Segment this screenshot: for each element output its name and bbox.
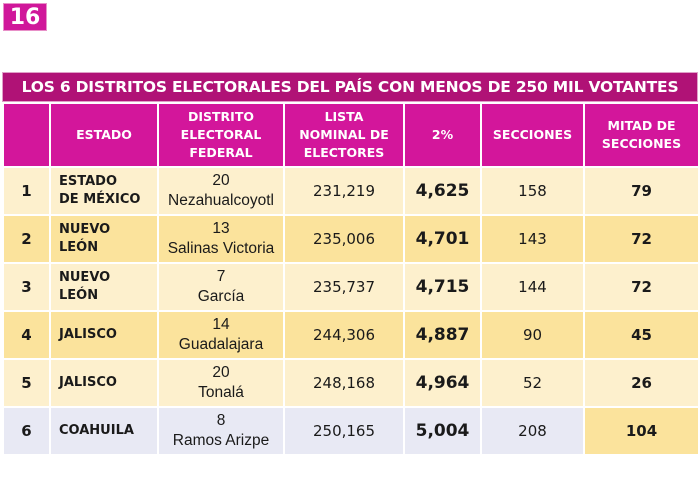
row-number: 4 xyxy=(2,310,51,360)
dos-porciento-cell: 4,625 xyxy=(403,166,482,216)
table-row: 5 JALISCO 20 Tonalá 248,168 4,964 52 26 xyxy=(2,358,700,408)
lista-nominal-cell: 244,306 xyxy=(283,310,405,360)
table-row: 4 JALISCO 14 Guadalajara 244,306 4,887 9… xyxy=(2,310,700,360)
table-title: LOS 6 DISTRITOS ELECTORALES DEL PAÍS CON… xyxy=(2,72,698,102)
distrito-cell: 7 García xyxy=(157,262,285,312)
distrito-number: 8 xyxy=(216,412,226,429)
lista-nominal-cell: 250,165 xyxy=(283,406,405,456)
distrito-name: Tonalá xyxy=(198,384,244,401)
distrito-name: Salinas Victoria xyxy=(167,240,275,257)
distrito-cell: 8 Ramos Arizpe xyxy=(157,406,285,456)
header-secciones: SECCIONES xyxy=(480,102,585,168)
secciones-cell: 143 xyxy=(480,214,585,264)
estado-line: LEÓN xyxy=(59,240,99,255)
estado-cell: NUEVO LEÓN xyxy=(49,214,159,264)
header-num xyxy=(2,102,51,168)
mitad-secciones-cell: 45 xyxy=(583,310,700,360)
secciones-cell: 158 xyxy=(480,166,585,216)
distrito-number: 20 xyxy=(212,364,230,381)
estado-line: JALISCO xyxy=(59,375,117,390)
secciones-cell: 52 xyxy=(480,358,585,408)
estado-line: NUEVO xyxy=(59,222,111,237)
estado-line: NUEVO xyxy=(59,270,111,285)
lista-nominal-cell: 235,006 xyxy=(283,214,405,264)
lista-nominal-cell: 248,168 xyxy=(283,358,405,408)
distrito-name: García xyxy=(197,288,245,305)
distrito-number: 13 xyxy=(212,220,230,237)
dos-porciento-cell: 4,715 xyxy=(403,262,482,312)
mitad-secciones-cell: 72 xyxy=(583,262,700,312)
table-row: 3 NUEVO LEÓN 7 García 235,737 4,715 144 7… xyxy=(2,262,700,312)
distrito-name: Ramos Arizpe xyxy=(172,432,270,449)
distrito-cell: 13 Salinas Victoria xyxy=(157,214,285,264)
distrito-cell: 20 Nezahualcoyotl xyxy=(157,166,285,216)
distrito-number: 7 xyxy=(216,268,226,285)
row-number: 3 xyxy=(2,262,51,312)
header-dos-porciento: 2% xyxy=(403,102,482,168)
estado-cell: JALISCO xyxy=(49,358,159,408)
estado-cell: ESTADO DE MÉXICO xyxy=(49,166,159,216)
header-row: ESTADO DISTRITO ELECTORAL FEDERAL LISTA … xyxy=(2,102,700,168)
distrito-cell: 14 Guadalajara xyxy=(157,310,285,360)
estado-cell: NUEVO LEÓN xyxy=(49,262,159,312)
table-row: 6 COAHUILA 8 Ramos Arizpe 250,165 5,004 … xyxy=(2,406,700,456)
secciones-cell: 90 xyxy=(480,310,585,360)
table-row: 1 ESTADO DE MÉXICO 20 Nezahualcoyotl 231,… xyxy=(2,166,700,216)
distrito-name: Nezahualcoyotl xyxy=(168,192,274,209)
page-number-badge: 16 xyxy=(3,3,47,31)
distrito-cell: 20 Tonalá xyxy=(157,358,285,408)
mitad-secciones-cell: 79 xyxy=(583,166,700,216)
row-number: 6 xyxy=(2,406,51,456)
row-number: 2 xyxy=(2,214,51,264)
estado-line: DE MÉXICO xyxy=(59,192,141,207)
dos-porciento-cell: 4,887 xyxy=(403,310,482,360)
estado-line: ESTADO xyxy=(59,174,118,189)
secciones-cell: 144 xyxy=(480,262,585,312)
districts-table-container: LOS 6 DISTRITOS ELECTORALES DEL PAÍS CON… xyxy=(2,72,700,456)
mitad-secciones-cell: 72 xyxy=(583,214,700,264)
distrito-number: 14 xyxy=(212,316,230,333)
secciones-cell: 208 xyxy=(480,406,585,456)
header-lista-nominal: LISTA NOMINAL DE ELECTORES xyxy=(283,102,405,168)
estado-cell: JALISCO xyxy=(49,310,159,360)
header-mitad-secciones: MITAD DE SECCIONES xyxy=(583,102,700,168)
header-distrito: DISTRITO ELECTORAL FEDERAL xyxy=(157,102,285,168)
mitad-secciones-cell: 26 xyxy=(583,358,700,408)
estado-cell: COAHUILA xyxy=(49,406,159,456)
row-number: 5 xyxy=(2,358,51,408)
table-row: 2 NUEVO LEÓN 13 Salinas Victoria 235,006 … xyxy=(2,214,700,264)
lista-nominal-cell: 231,219 xyxy=(283,166,405,216)
distrito-number: 20 xyxy=(212,172,230,189)
mitad-secciones-cell: 104 xyxy=(583,406,700,456)
row-number: 1 xyxy=(2,166,51,216)
districts-table: ESTADO DISTRITO ELECTORAL FEDERAL LISTA … xyxy=(2,102,700,456)
estado-line: JALISCO xyxy=(59,327,117,342)
dos-porciento-cell: 5,004 xyxy=(403,406,482,456)
distrito-name: Guadalajara xyxy=(178,336,264,353)
lista-nominal-cell: 235,737 xyxy=(283,262,405,312)
estado-line: COAHUILA xyxy=(59,423,134,438)
dos-porciento-cell: 4,964 xyxy=(403,358,482,408)
estado-line: LEÓN xyxy=(59,288,99,303)
header-estado: ESTADO xyxy=(49,102,159,168)
dos-porciento-cell: 4,701 xyxy=(403,214,482,264)
